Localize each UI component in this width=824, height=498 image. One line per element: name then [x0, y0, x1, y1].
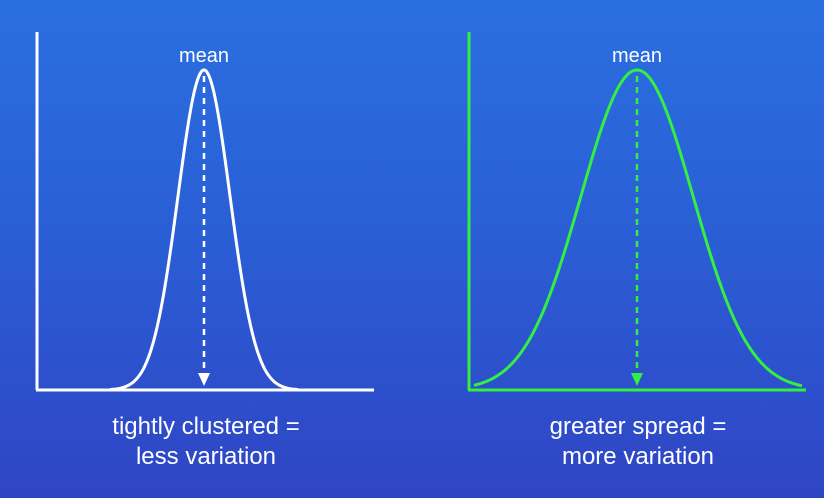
mean-label: mean	[178, 45, 230, 67]
narrow-bell-curve	[110, 68, 298, 391]
caption-line-1: tightly clustered =	[112, 413, 300, 440]
mean-arrowhead	[631, 373, 643, 386]
left-diagram: mean tightly clustered = less variation	[0, 0, 412, 498]
mean-label: mean	[611, 45, 663, 67]
caption-line-2: less variation	[135, 443, 277, 470]
right-diagram: mean greater spread = more variation	[412, 0, 824, 498]
mean-arrowhead	[198, 373, 210, 386]
left-caption: tightly clustered = less variation	[56, 412, 356, 472]
caption-line-1: greater spread =	[549, 413, 727, 440]
right-caption: greater spread = more variation	[488, 412, 788, 472]
wide-bell-curve	[473, 68, 803, 388]
wide-distribution-plot	[467, 32, 806, 392]
narrow-distribution-plot	[35, 32, 374, 392]
caption-line-2: more variation	[561, 443, 715, 470]
